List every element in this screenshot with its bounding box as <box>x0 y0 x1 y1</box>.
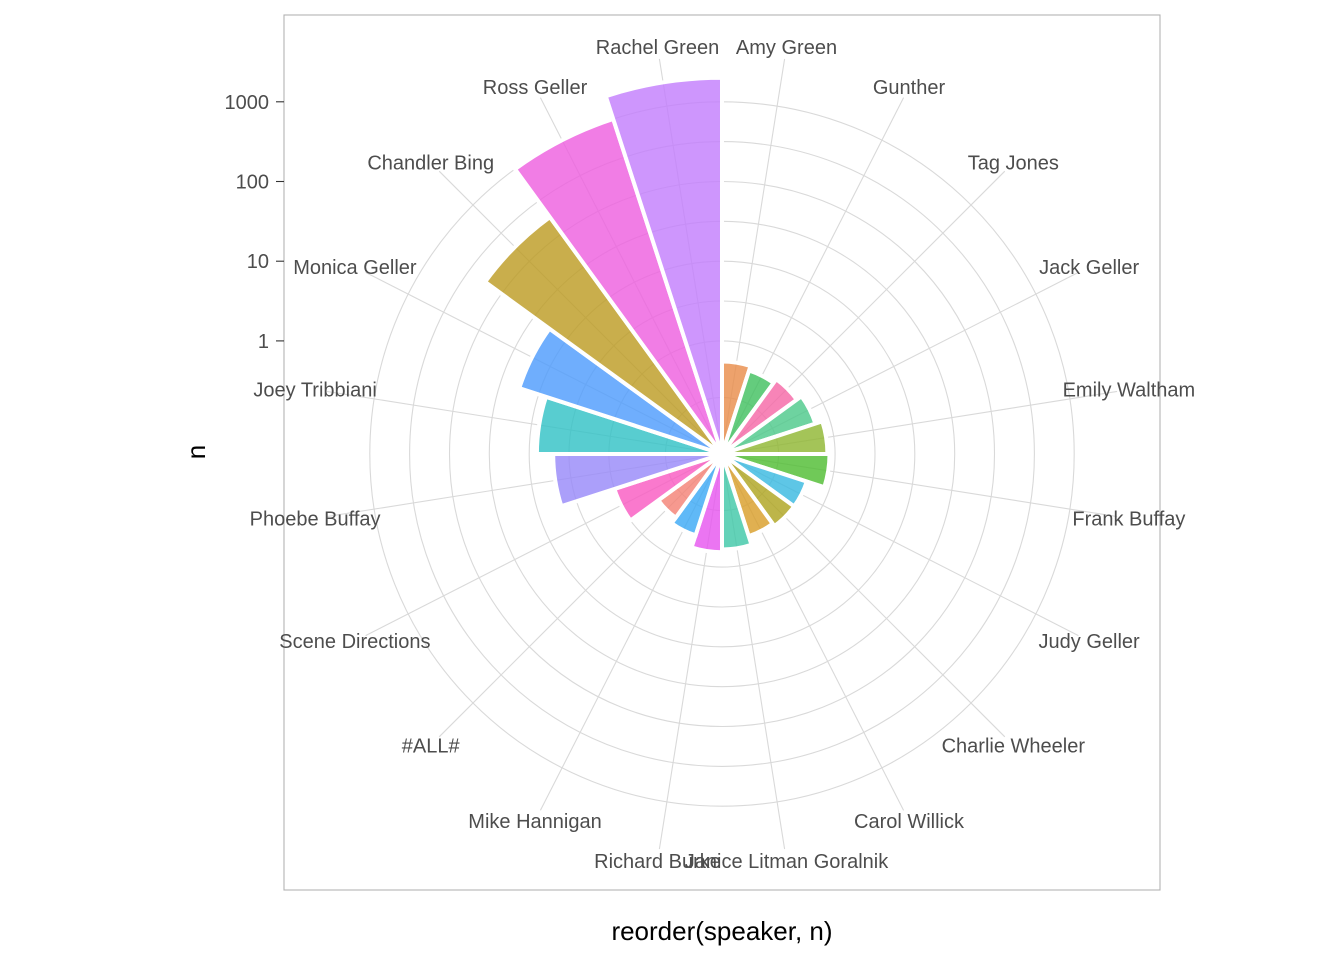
category-label: Janice Litman Goralnik <box>685 851 889 873</box>
category-label: Phoebe Buffay <box>250 509 381 531</box>
category-label: Monica Geller <box>293 257 417 279</box>
bar-wedge <box>603 75 724 455</box>
x-axis-title: reorder(speaker, n) <box>611 916 832 946</box>
y-tick-label: 1000 <box>225 92 270 114</box>
category-label: Jack Geller <box>1039 257 1139 279</box>
category-label: Ross Geller <box>483 77 588 99</box>
category-label: Tag Jones <box>968 153 1059 175</box>
bar-layer <box>482 75 832 555</box>
category-label: Gunther <box>873 77 946 99</box>
category-label: Judy Geller <box>1039 631 1140 653</box>
category-label: Scene Directions <box>279 631 430 653</box>
plot-panel-border <box>283 14 1161 891</box>
category-label: Frank Buffay <box>1072 509 1185 531</box>
category-label: Emily Waltham <box>1063 380 1196 402</box>
category-label: Amy Green <box>736 37 837 59</box>
category-label: Joey Tribbiani <box>253 380 376 402</box>
category-label: Mike Hannigan <box>468 811 601 833</box>
y-tick-label: 100 <box>236 172 269 194</box>
y-axis-title: n <box>181 445 211 459</box>
category-label: #ALL# <box>402 735 461 757</box>
category-label: Charlie Wheeler <box>942 735 1086 757</box>
category-label: Richard Burke <box>594 851 721 873</box>
category-label-layer: Amy Green Gunther Tag Jones Jack Geller Emil… <box>250 37 1196 873</box>
y-tick-label: 10 <box>247 251 269 273</box>
category-label: Rachel Green <box>596 37 719 59</box>
category-label: Carol Willick <box>854 811 965 833</box>
category-label: Chandler Bing <box>367 153 494 175</box>
bar-wedge <box>720 452 797 529</box>
y-tick-label: 1 <box>258 331 269 353</box>
y-tick-layer: 1 10 100 1000 <box>225 92 284 353</box>
